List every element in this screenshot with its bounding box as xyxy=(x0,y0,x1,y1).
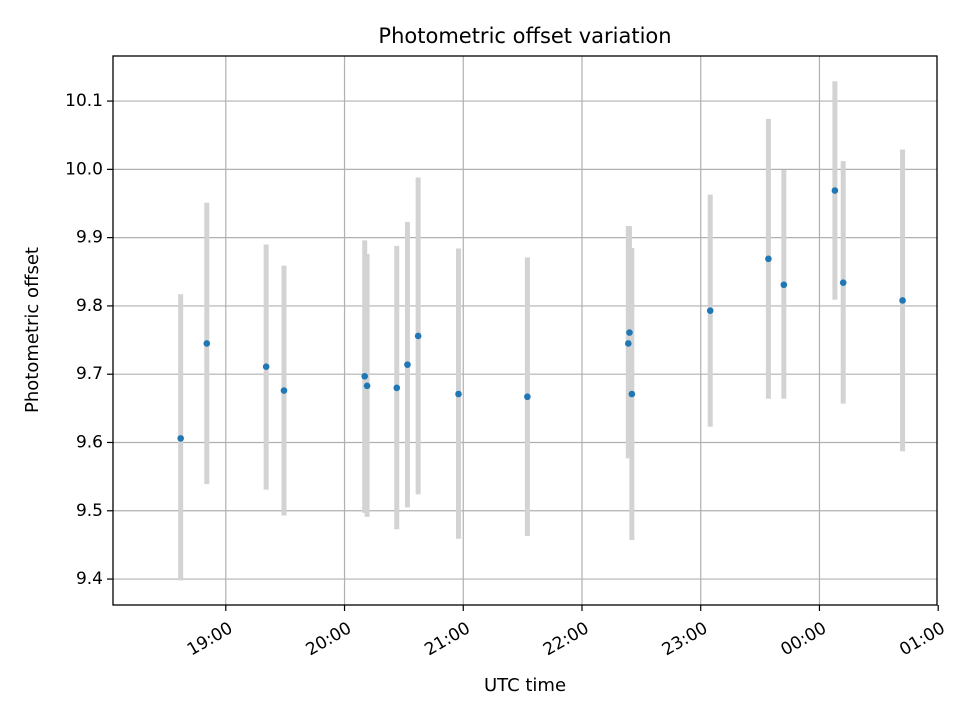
data-point xyxy=(393,384,401,392)
y-axis-ticks: 9.4 9.5 9.6 9.7 9.8 9.9 10.0 10.1 xyxy=(65,91,113,589)
data-point xyxy=(455,390,462,398)
x-axis-ticks: 19:00 20:00 21:00 22:00 23:00 00:00 01:00 xyxy=(184,605,949,660)
data-point xyxy=(177,435,184,442)
data-point xyxy=(280,387,288,394)
x-tick-label: 22:00 xyxy=(540,618,592,660)
data-point xyxy=(363,382,371,390)
data-point xyxy=(626,329,633,336)
x-tick-label: 21:00 xyxy=(421,618,473,660)
y-tick-label: 9.8 xyxy=(76,296,103,316)
data-point xyxy=(624,340,632,347)
data-point xyxy=(628,390,636,398)
grid-lines xyxy=(113,56,937,605)
x-tick-label: 20:00 xyxy=(303,618,355,660)
error-bars xyxy=(178,81,906,581)
y-tick-label: 10.0 xyxy=(65,159,103,179)
chart-title: Photometric offset variation xyxy=(378,24,671,48)
y-tick-label: 9.7 xyxy=(76,364,103,384)
x-tick-label: 00:00 xyxy=(778,618,830,660)
data-point xyxy=(765,255,772,263)
y-tick-label: 9.4 xyxy=(76,569,103,589)
data-point xyxy=(404,361,411,368)
data-point xyxy=(706,307,714,314)
y-tick-label: 9.5 xyxy=(76,501,103,521)
x-tick-label: 01:00 xyxy=(896,618,948,660)
x-tick-label: 19:00 xyxy=(184,618,236,660)
data-point xyxy=(262,363,270,370)
y-axis-label: Photometric offset xyxy=(22,247,43,413)
data-point xyxy=(361,372,369,380)
data-points xyxy=(177,187,906,442)
data-point xyxy=(831,187,839,194)
data-point xyxy=(414,332,422,340)
data-point xyxy=(780,281,788,289)
data-point xyxy=(524,393,531,401)
x-axis-label: UTC time xyxy=(484,675,566,696)
y-tick-label: 9.9 xyxy=(76,228,103,248)
y-tick-label: 9.6 xyxy=(76,432,103,452)
plot-area-frame xyxy=(112,55,938,606)
data-point xyxy=(899,297,906,304)
y-tick-label: 10.1 xyxy=(65,91,103,111)
data-point xyxy=(839,279,847,287)
x-tick-label: 23:00 xyxy=(659,618,711,660)
data-point xyxy=(203,340,211,347)
